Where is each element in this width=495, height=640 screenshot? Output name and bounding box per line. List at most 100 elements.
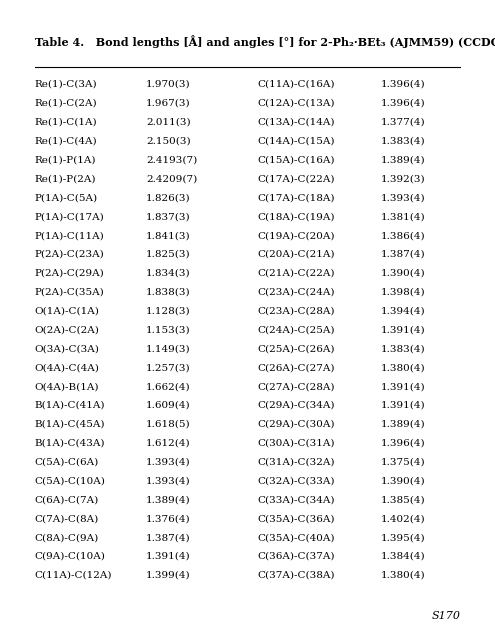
Text: 1.967(3): 1.967(3) [146,99,191,108]
Text: 1.970(3): 1.970(3) [146,80,191,89]
Text: 1.375(4): 1.375(4) [381,458,426,467]
Text: 1.387(4): 1.387(4) [146,533,191,542]
Text: 1.825(3): 1.825(3) [146,250,191,259]
Text: 1.386(4): 1.386(4) [381,231,426,240]
Text: 1.394(4): 1.394(4) [381,307,426,316]
Text: 1.393(4): 1.393(4) [146,458,191,467]
Text: P(2A)-C(35A): P(2A)-C(35A) [35,288,104,297]
Text: C(25A)-C(26A): C(25A)-C(26A) [257,344,335,353]
Text: C(13A)-C(14A): C(13A)-C(14A) [257,118,335,127]
Text: 1.391(4): 1.391(4) [146,552,191,561]
Text: C(20A)-C(21A): C(20A)-C(21A) [257,250,335,259]
Text: 1.380(4): 1.380(4) [381,571,426,580]
Text: P(1A)-C(11A): P(1A)-C(11A) [35,231,104,240]
Text: 2.4209(7): 2.4209(7) [146,174,198,184]
Text: 1.385(4): 1.385(4) [381,495,426,504]
Text: 1.399(4): 1.399(4) [146,571,191,580]
Text: 1.837(3): 1.837(3) [146,212,191,221]
Text: 1.377(4): 1.377(4) [381,118,426,127]
Text: 1.398(4): 1.398(4) [381,288,426,297]
Text: 1.153(3): 1.153(3) [146,325,191,335]
Text: Re(1)-P(2A): Re(1)-P(2A) [35,174,96,184]
Text: Re(1)-C(3A): Re(1)-C(3A) [35,80,98,89]
Text: 1.612(4): 1.612(4) [146,439,191,448]
Text: 1.383(4): 1.383(4) [381,344,426,353]
Text: C(5A)-C(10A): C(5A)-C(10A) [35,476,105,486]
Text: 1.390(4): 1.390(4) [381,476,426,486]
Text: 1.396(4): 1.396(4) [381,439,426,448]
Text: C(33A)-C(34A): C(33A)-C(34A) [257,495,335,504]
Text: Re(1)-C(2A): Re(1)-C(2A) [35,99,98,108]
Text: 1.662(4): 1.662(4) [146,382,191,391]
Text: P(1A)-C(5A): P(1A)-C(5A) [35,193,98,202]
Text: 1.389(4): 1.389(4) [381,420,426,429]
Text: P(1A)-C(17A): P(1A)-C(17A) [35,212,104,221]
Text: C(19A)-C(20A): C(19A)-C(20A) [257,231,335,240]
Text: 1.841(3): 1.841(3) [146,231,191,240]
Text: C(11A)-C(16A): C(11A)-C(16A) [257,80,335,89]
Text: 2.4193(7): 2.4193(7) [146,156,198,164]
Text: C(12A)-C(13A): C(12A)-C(13A) [257,99,335,108]
Text: C(18A)-C(19A): C(18A)-C(19A) [257,212,335,221]
Text: Re(1)-C(4A): Re(1)-C(4A) [35,136,98,146]
Text: C(29A)-C(34A): C(29A)-C(34A) [257,401,335,410]
Text: C(30A)-C(31A): C(30A)-C(31A) [257,439,335,448]
Text: C(37A)-C(38A): C(37A)-C(38A) [257,571,335,580]
Text: C(23A)-C(24A): C(23A)-C(24A) [257,288,335,297]
Text: 1.149(3): 1.149(3) [146,344,191,353]
Text: C(7A)-C(8A): C(7A)-C(8A) [35,515,99,524]
Text: 1.376(4): 1.376(4) [146,515,191,524]
Text: C(9A)-C(10A): C(9A)-C(10A) [35,552,105,561]
Text: 1.391(4): 1.391(4) [381,401,426,410]
Text: C(17A)-C(22A): C(17A)-C(22A) [257,174,335,184]
Text: 1.393(4): 1.393(4) [381,193,426,202]
Text: C(14A)-C(15A): C(14A)-C(15A) [257,136,335,146]
Text: 1.387(4): 1.387(4) [381,250,426,259]
Text: 1.838(3): 1.838(3) [146,288,191,297]
Text: B(1A)-C(43A): B(1A)-C(43A) [35,439,105,448]
Text: O(1A)-C(1A): O(1A)-C(1A) [35,307,99,316]
Text: C(8A)-C(9A): C(8A)-C(9A) [35,533,99,542]
Text: 1.391(4): 1.391(4) [381,325,426,335]
Text: C(35A)-C(36A): C(35A)-C(36A) [257,515,335,524]
Text: C(27A)-C(28A): C(27A)-C(28A) [257,382,335,391]
Text: 1.391(4): 1.391(4) [381,382,426,391]
Text: 1.396(4): 1.396(4) [381,99,426,108]
Text: O(2A)-C(2A): O(2A)-C(2A) [35,325,99,335]
Text: C(6A)-C(7A): C(6A)-C(7A) [35,495,99,504]
Text: C(11A)-C(12A): C(11A)-C(12A) [35,571,112,580]
Text: C(32A)-C(33A): C(32A)-C(33A) [257,476,335,486]
Text: C(23A)-C(28A): C(23A)-C(28A) [257,307,335,316]
Text: S170: S170 [431,611,460,621]
Text: C(35A)-C(40A): C(35A)-C(40A) [257,533,335,542]
Text: Table 4.   Bond lengths [Å] and angles [°] for 2-Ph₂·BEt₃ (AJMM59) (CCDC 770577): Table 4. Bond lengths [Å] and angles [°]… [35,35,495,48]
Text: 1.834(3): 1.834(3) [146,269,191,278]
Text: 1.389(4): 1.389(4) [146,495,191,504]
Text: B(1A)-C(41A): B(1A)-C(41A) [35,401,105,410]
Text: P(2A)-C(23A): P(2A)-C(23A) [35,250,104,259]
Text: 1.389(4): 1.389(4) [381,156,426,164]
Text: 1.381(4): 1.381(4) [381,212,426,221]
Text: 1.384(4): 1.384(4) [381,552,426,561]
Text: B(1A)-C(45A): B(1A)-C(45A) [35,420,105,429]
Text: 1.257(3): 1.257(3) [146,363,191,372]
Text: 1.392(3): 1.392(3) [381,174,426,184]
Text: C(24A)-C(25A): C(24A)-C(25A) [257,325,335,335]
Text: Re(1)-P(1A): Re(1)-P(1A) [35,156,96,164]
Text: O(3A)-C(3A): O(3A)-C(3A) [35,344,99,353]
Text: 2.011(3): 2.011(3) [146,118,191,127]
Text: C(5A)-C(6A): C(5A)-C(6A) [35,458,99,467]
Text: C(21A)-C(22A): C(21A)-C(22A) [257,269,335,278]
Text: 1.618(5): 1.618(5) [146,420,191,429]
Text: Re(1)-C(1A): Re(1)-C(1A) [35,118,98,127]
Text: C(26A)-C(27A): C(26A)-C(27A) [257,363,335,372]
Text: C(31A)-C(32A): C(31A)-C(32A) [257,458,335,467]
Text: P(2A)-C(29A): P(2A)-C(29A) [35,269,104,278]
Text: O(4A)-B(1A): O(4A)-B(1A) [35,382,99,391]
Text: 1.393(4): 1.393(4) [146,476,191,486]
Text: C(15A)-C(16A): C(15A)-C(16A) [257,156,335,164]
Text: 1.609(4): 1.609(4) [146,401,191,410]
Text: 1.390(4): 1.390(4) [381,269,426,278]
Text: 1.396(4): 1.396(4) [381,80,426,89]
Text: 1.380(4): 1.380(4) [381,363,426,372]
